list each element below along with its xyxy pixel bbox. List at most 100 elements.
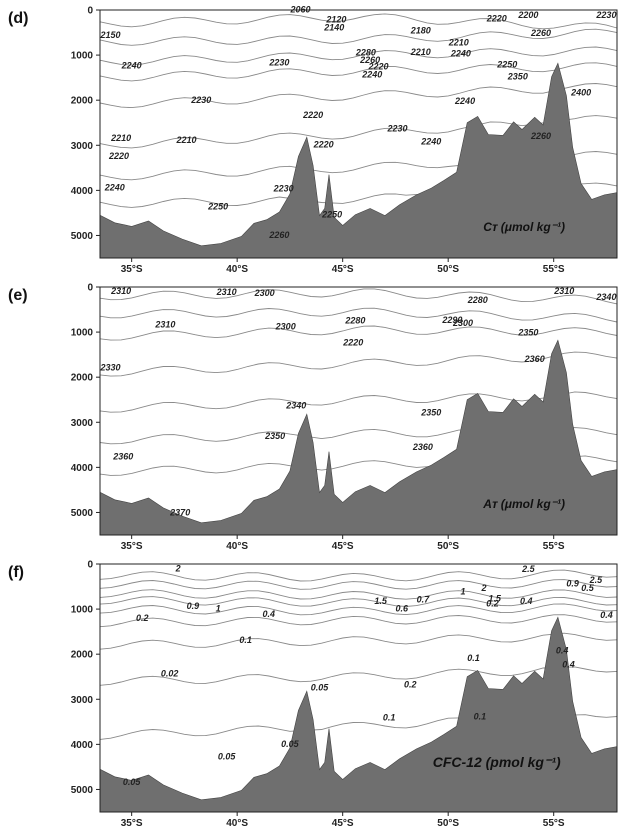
- contour-label: 2220: [368, 62, 389, 72]
- x-tick-label: 50°S: [437, 541, 459, 552]
- x-tick-label: 40°S: [226, 541, 248, 552]
- contour-lines: [99, 288, 618, 476]
- contour-line: [99, 115, 618, 149]
- y-tick-label: 2000: [71, 650, 94, 661]
- contour-line: [99, 714, 618, 740]
- contour-label: 2310: [553, 286, 574, 296]
- contour-label: 2260: [530, 28, 551, 38]
- contour-label: 2260: [359, 55, 380, 65]
- x-tick-label: 55°S: [543, 541, 565, 552]
- plot-frame: [99, 286, 618, 536]
- contour-label: 2220: [108, 151, 129, 161]
- contour-label: 2210: [110, 133, 131, 143]
- contour-label: 2060: [289, 4, 310, 14]
- contour-label: 2330: [100, 362, 121, 372]
- contour-label: 0.4: [600, 610, 613, 620]
- contour-line: [99, 589, 618, 600]
- contour-label: 0.05: [218, 752, 237, 762]
- contour-label: 0.2: [136, 613, 149, 623]
- contour-label: 0.9: [187, 601, 200, 611]
- contour-label: 2140: [323, 22, 344, 32]
- panel-d: (d) 0 1000 2000 3000 4000 5000 35°S 40°S 45°S 50°…: [0, 0, 630, 277]
- x-tick-label: 45°S: [332, 818, 354, 829]
- contour-line: [99, 62, 618, 82]
- contour-line: [99, 307, 618, 323]
- contour-label: 2230: [190, 95, 211, 105]
- contour-label: 2340: [285, 401, 306, 411]
- contour-label: 0.1: [474, 712, 487, 722]
- contour-label: 2240: [361, 70, 382, 80]
- contour-label: 2300: [452, 318, 473, 328]
- contour-label: 2220: [342, 338, 363, 348]
- contour-label: 2: [175, 564, 181, 574]
- y-tick-label: 4000: [71, 740, 94, 751]
- contour-label: 0.6: [396, 603, 410, 613]
- contour-label: 0.1: [383, 712, 396, 722]
- contour-label: 2180: [410, 25, 431, 35]
- contour-label: 2150: [100, 30, 121, 40]
- contour-label: 2230: [387, 124, 408, 134]
- contour-label: 2250: [321, 209, 342, 219]
- y-tick-label: 2000: [71, 96, 94, 107]
- plot-frame: [99, 563, 618, 813]
- contour-line: [99, 351, 618, 377]
- contour-label: 1: [216, 603, 221, 613]
- contour-label: 2240: [420, 136, 441, 146]
- contour-label: 2260: [268, 230, 289, 240]
- contour-label: 2240: [454, 96, 475, 106]
- contour-line: [99, 13, 618, 30]
- contour-label: 2290: [441, 315, 462, 325]
- contour-label: 2250: [496, 60, 517, 70]
- seafloor-topography: [99, 339, 618, 536]
- contour-line: [99, 288, 618, 305]
- contour-lines: [99, 13, 618, 208]
- contour-label: 2260: [530, 131, 551, 141]
- contour-line: [99, 614, 618, 628]
- contour-label: 2350: [517, 328, 538, 338]
- contour-label: 0.05: [311, 682, 330, 692]
- y-tick-label: 5000: [71, 508, 94, 519]
- contour-line: [99, 28, 618, 46]
- y-tick-label: 1000: [71, 51, 94, 62]
- x-tick-label: 40°S: [226, 818, 248, 829]
- y-tick-label: 1000: [71, 605, 94, 616]
- contour-label: 2120: [325, 15, 346, 25]
- contour-label: 1.5: [374, 596, 388, 606]
- contour-line: [99, 391, 618, 413]
- contour-label: 0.05: [281, 739, 300, 749]
- contour-label: 2210: [176, 135, 197, 145]
- contour-lines: [99, 569, 618, 740]
- y-tick-label: 2000: [71, 373, 94, 384]
- contour-label: 2370: [169, 508, 190, 518]
- variable-label: CFC-12 (pmol kg⁻¹): [433, 754, 561, 770]
- contour-label: 0.1: [467, 653, 480, 663]
- contour-label: 0.02: [161, 669, 179, 679]
- contour-label: 2310: [216, 287, 237, 297]
- y-tick-label: 4000: [71, 186, 94, 197]
- contour-line: [99, 46, 618, 66]
- contour-label: 2220: [302, 110, 323, 120]
- contour-label: 2210: [448, 38, 469, 48]
- contour-label: 0.9: [566, 579, 579, 589]
- contour-label: 2200: [517, 10, 538, 20]
- y-tick-label: 4000: [71, 463, 94, 474]
- contour-label: 2350: [507, 71, 528, 81]
- contour-label: 2230: [273, 183, 294, 193]
- contour-label: 2.5: [589, 575, 604, 585]
- panel-f: (f) 0 1000 2000 3000 4000 5000 35°S 40°S 45°S 50°…: [0, 554, 630, 831]
- contour-line: [99, 83, 618, 109]
- x-tick-label: 45°S: [332, 264, 354, 275]
- y-tick-label: 3000: [71, 695, 94, 706]
- contour-label: 0.4: [263, 609, 276, 619]
- contour-label: 0.4: [562, 660, 575, 670]
- contour-label: 2310: [154, 320, 175, 330]
- contour-label: 0.4: [520, 596, 533, 606]
- y-tick-label: 5000: [71, 231, 94, 242]
- panel-label: (f): [8, 564, 24, 581]
- contour-line: [99, 596, 618, 607]
- variable-label: Cᴛ (μmol kg⁻¹): [483, 220, 565, 234]
- y-tick-label: 0: [87, 560, 93, 571]
- contour-label: 2240: [450, 48, 471, 58]
- x-tick-label: 55°S: [543, 818, 565, 829]
- y-tick-label: 5000: [71, 785, 94, 796]
